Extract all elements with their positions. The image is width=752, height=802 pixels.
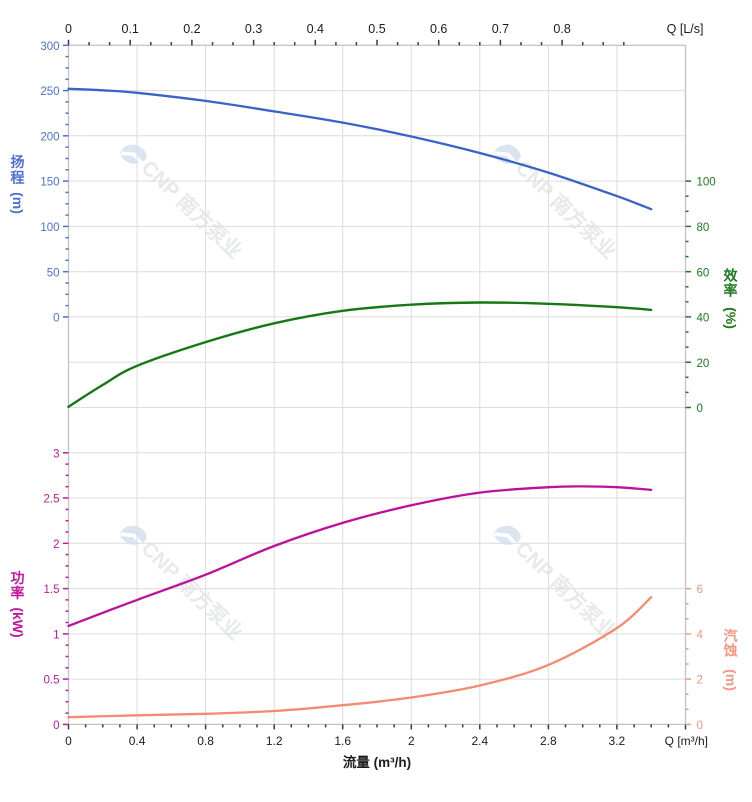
svg-text:程: 程 <box>11 170 25 186</box>
svg-text:2: 2 <box>53 539 59 551</box>
svg-text:(%): (%) <box>723 307 739 329</box>
svg-text:3.2: 3.2 <box>609 734 626 748</box>
svg-text:2.5: 2.5 <box>44 494 60 506</box>
svg-text:0: 0 <box>53 720 59 732</box>
svg-text:(kW): (kW) <box>10 607 26 637</box>
svg-text:0: 0 <box>53 313 59 325</box>
svg-text:40: 40 <box>697 313 710 325</box>
svg-text:0.4: 0.4 <box>307 22 324 36</box>
svg-text:100: 100 <box>40 222 59 234</box>
svg-text:100: 100 <box>697 177 716 189</box>
svg-text:200: 200 <box>40 131 59 143</box>
svg-text:Q [L/s]: Q [L/s] <box>667 22 704 36</box>
svg-text:0.8: 0.8 <box>197 734 214 748</box>
svg-text:2.4: 2.4 <box>471 734 488 748</box>
svg-text:1.5: 1.5 <box>44 584 60 596</box>
svg-text:0.4: 0.4 <box>129 734 146 748</box>
svg-text:0.8: 0.8 <box>553 22 570 36</box>
svg-text:60: 60 <box>697 267 710 279</box>
svg-text:80: 80 <box>697 222 710 234</box>
svg-text:0.2: 0.2 <box>183 22 200 36</box>
svg-text:1.2: 1.2 <box>266 734 283 748</box>
svg-text:0.3: 0.3 <box>245 22 262 36</box>
svg-text:0: 0 <box>697 720 703 732</box>
svg-text:3: 3 <box>53 448 59 460</box>
svg-text:流量 (m³/h): 流量 (m³/h) <box>343 754 411 770</box>
svg-text:1: 1 <box>53 630 59 642</box>
svg-text:250: 250 <box>40 86 59 98</box>
svg-text:150: 150 <box>40 177 59 189</box>
svg-text:0.5: 0.5 <box>44 675 60 687</box>
svg-text:蚀: 蚀 <box>723 643 738 659</box>
svg-text:率: 率 <box>11 585 25 601</box>
svg-text:1.6: 1.6 <box>334 734 351 748</box>
svg-text:效: 效 <box>724 268 739 284</box>
svg-text:2: 2 <box>408 734 415 748</box>
svg-text:(m): (m) <box>723 669 739 691</box>
svg-text:汽: 汽 <box>724 628 738 644</box>
svg-text:300: 300 <box>40 41 59 53</box>
svg-text:0.7: 0.7 <box>492 22 509 36</box>
svg-text:0: 0 <box>65 22 72 36</box>
svg-text:4: 4 <box>697 630 704 642</box>
svg-text:6: 6 <box>697 584 703 596</box>
svg-text:0: 0 <box>697 403 703 415</box>
svg-text:0.1: 0.1 <box>122 22 139 36</box>
svg-text:率: 率 <box>724 283 738 299</box>
svg-text:0.6: 0.6 <box>430 22 447 36</box>
svg-text:50: 50 <box>47 267 60 279</box>
svg-text:20: 20 <box>697 358 710 370</box>
svg-text:功: 功 <box>11 570 25 586</box>
svg-text:2.8: 2.8 <box>540 734 557 748</box>
svg-text:2: 2 <box>697 675 703 687</box>
svg-text:扬: 扬 <box>11 154 25 170</box>
svg-text:(m): (m) <box>10 192 26 214</box>
svg-text:Q [m³/h]: Q [m³/h] <box>665 734 708 748</box>
svg-text:0: 0 <box>65 734 72 748</box>
svg-text:0.5: 0.5 <box>368 22 385 36</box>
